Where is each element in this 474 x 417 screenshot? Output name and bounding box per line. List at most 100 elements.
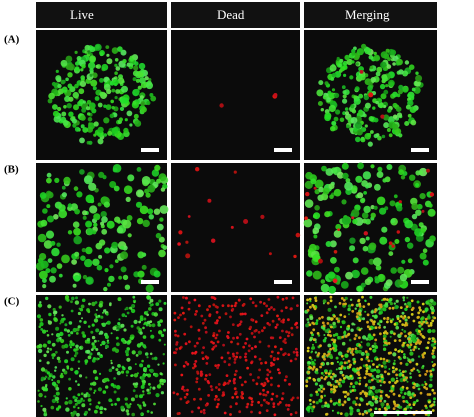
- dead-cell: [204, 330, 208, 334]
- dead-cell: [254, 345, 257, 349]
- dead-cell: [412, 386, 416, 389]
- dead-cell: [379, 390, 383, 394]
- live-cell: [330, 257, 337, 264]
- live-cell: [135, 78, 140, 83]
- live-cell: [375, 71, 381, 77]
- live-cell: [88, 302, 91, 306]
- live-cell: [422, 259, 429, 266]
- live-cell: [124, 118, 128, 122]
- live-cell: [315, 392, 320, 397]
- dead-cell: [293, 254, 297, 259]
- live-cell: [392, 114, 398, 119]
- live-cell: [82, 399, 86, 402]
- dead-cell: [270, 397, 274, 401]
- dead-cell: [329, 399, 333, 403]
- live-cell: [99, 78, 104, 83]
- dead-cell: [247, 349, 251, 353]
- dead-cell: [372, 333, 376, 337]
- dead-cell: [272, 363, 275, 366]
- dead-cell: [253, 355, 257, 359]
- live-cell: [335, 356, 339, 360]
- live-cell: [355, 303, 360, 307]
- live-cell: [129, 403, 132, 406]
- live-cell: [427, 299, 431, 303]
- dead-cell: [235, 355, 239, 359]
- dead-cell: [180, 306, 184, 310]
- dead-cell: [186, 362, 190, 366]
- live-cell: [133, 301, 136, 304]
- live-cell: [335, 109, 341, 115]
- live-cell: [361, 212, 369, 219]
- live-cell: [106, 58, 113, 65]
- live-cell: [66, 329, 71, 333]
- dead-cell: [382, 337, 386, 341]
- dead-cell: [428, 337, 431, 341]
- live-cell: [64, 401, 69, 405]
- live-cell: [54, 396, 60, 401]
- dead-cell: [282, 318, 285, 322]
- dead-cell: [343, 315, 347, 318]
- live-cell: [132, 70, 139, 77]
- live-cell: [149, 303, 153, 307]
- live-cell: [342, 172, 349, 180]
- live-cell: [160, 333, 165, 338]
- live-cell: [74, 50, 78, 55]
- dead-cell: [204, 403, 208, 407]
- live-cell: [146, 80, 152, 86]
- live-cell: [155, 302, 160, 306]
- live-cell: [126, 110, 133, 117]
- live-cell: [56, 263, 63, 269]
- dead-cell: [388, 306, 392, 310]
- live-cell: [90, 348, 94, 351]
- dead-cell: [212, 332, 216, 335]
- live-cell: [110, 362, 113, 365]
- dead-cell: [405, 386, 409, 390]
- live-cell: [87, 325, 91, 328]
- live-cell: [117, 46, 123, 52]
- dead-cell: [387, 351, 391, 355]
- dead-cell: [341, 373, 345, 377]
- live-cell: [110, 359, 113, 362]
- dead-cell: [280, 320, 283, 323]
- live-cell: [331, 88, 336, 92]
- dead-cell: [260, 382, 264, 386]
- dead-cell: [245, 405, 249, 409]
- dead-cell: [246, 366, 250, 370]
- dead-cell: [191, 351, 195, 355]
- live-cell: [377, 307, 381, 311]
- dead-cell: [310, 331, 313, 335]
- dead-cell: [204, 326, 208, 330]
- dead-cell: [236, 342, 240, 346]
- live-cell: [121, 313, 126, 317]
- dead-cell: [249, 325, 253, 329]
- live-cell: [51, 247, 60, 257]
- live-cell: [387, 116, 395, 124]
- live-cell: [138, 327, 142, 332]
- live-cell: [382, 307, 387, 312]
- dead-cell: [306, 308, 310, 312]
- live-cell: [309, 243, 317, 252]
- live-cell: [46, 204, 51, 209]
- live-cell: [115, 336, 119, 340]
- live-cell: [391, 318, 395, 321]
- dead-cell: [361, 412, 365, 416]
- live-cell: [385, 48, 390, 53]
- dead-cell: [197, 387, 201, 391]
- live-cell: [354, 121, 362, 129]
- dead-cell: [257, 376, 260, 379]
- live-cell: [392, 102, 398, 108]
- dead-cell: [245, 337, 249, 341]
- live-cell: [428, 303, 433, 307]
- dead-cell: [313, 186, 317, 190]
- live-cell: [389, 330, 394, 335]
- dead-cell: [178, 230, 183, 235]
- live-cell: [106, 88, 112, 95]
- live-cell: [80, 115, 86, 121]
- live-cell: [390, 49, 397, 56]
- dead-cell: [314, 296, 317, 300]
- live-cell: [130, 334, 133, 338]
- live-cell: [142, 326, 145, 330]
- live-cell: [404, 370, 407, 373]
- dead-cell: [242, 345, 246, 349]
- live-cell: [369, 412, 375, 417]
